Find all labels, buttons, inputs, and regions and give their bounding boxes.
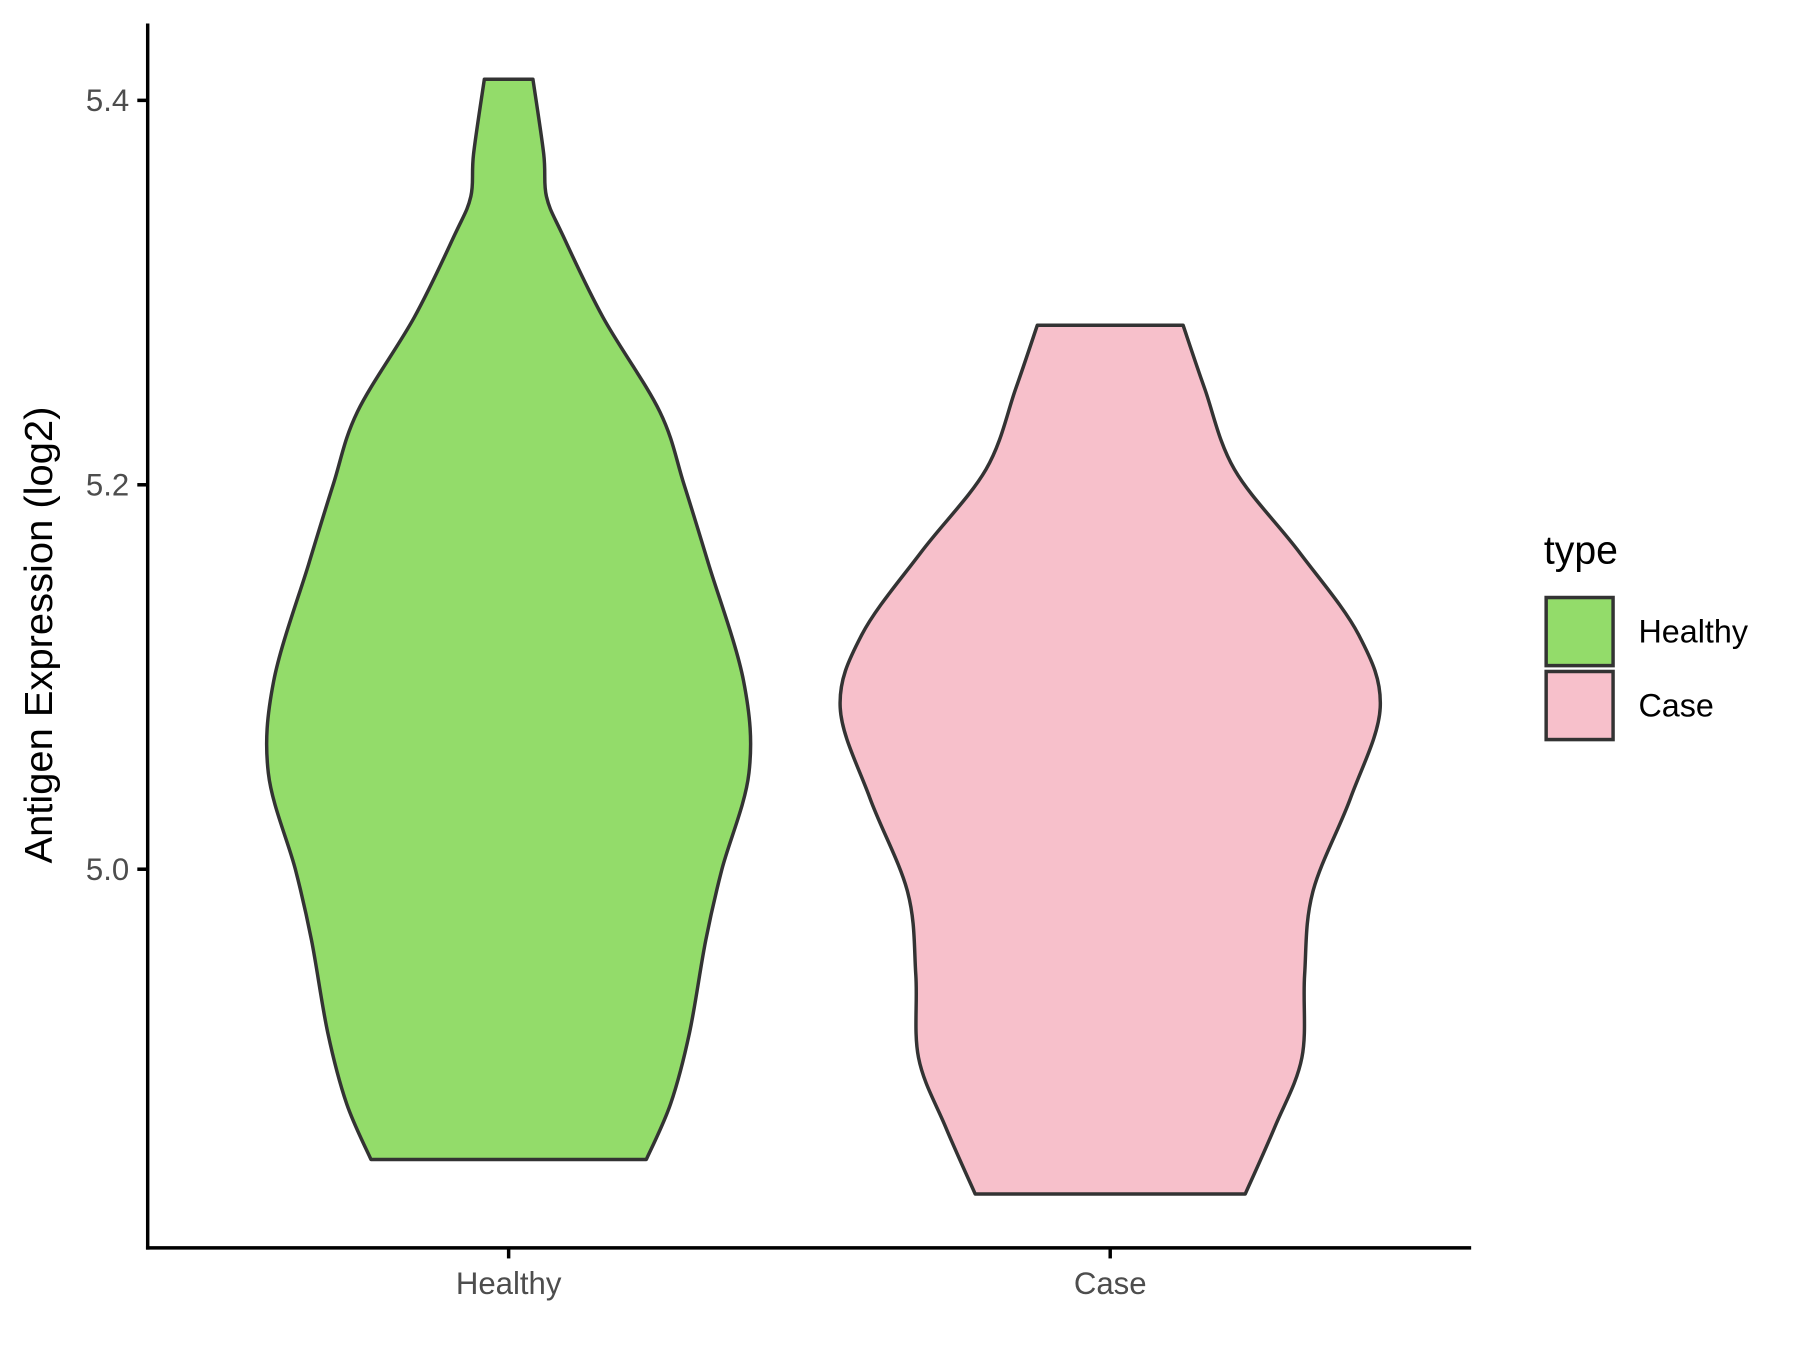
legend-label: Case — [1638, 687, 1713, 723]
y-tick-label: 5.2 — [86, 467, 129, 502]
legend-title: type — [1544, 528, 1618, 572]
y-tick-label: 5.0 — [86, 852, 129, 887]
y-tick-label: 5.4 — [86, 83, 129, 118]
x-tick-label: Healthy — [456, 1266, 562, 1301]
x-tick-label: Case — [1074, 1266, 1147, 1301]
y-axis-title: Antigen Expression (log2) — [17, 407, 61, 864]
violin — [838, 323, 1382, 1196]
violin — [264, 77, 753, 1162]
legend-swatch — [1544, 669, 1615, 742]
legend-label: Healthy — [1638, 613, 1748, 649]
legend-swatch — [1544, 595, 1615, 668]
